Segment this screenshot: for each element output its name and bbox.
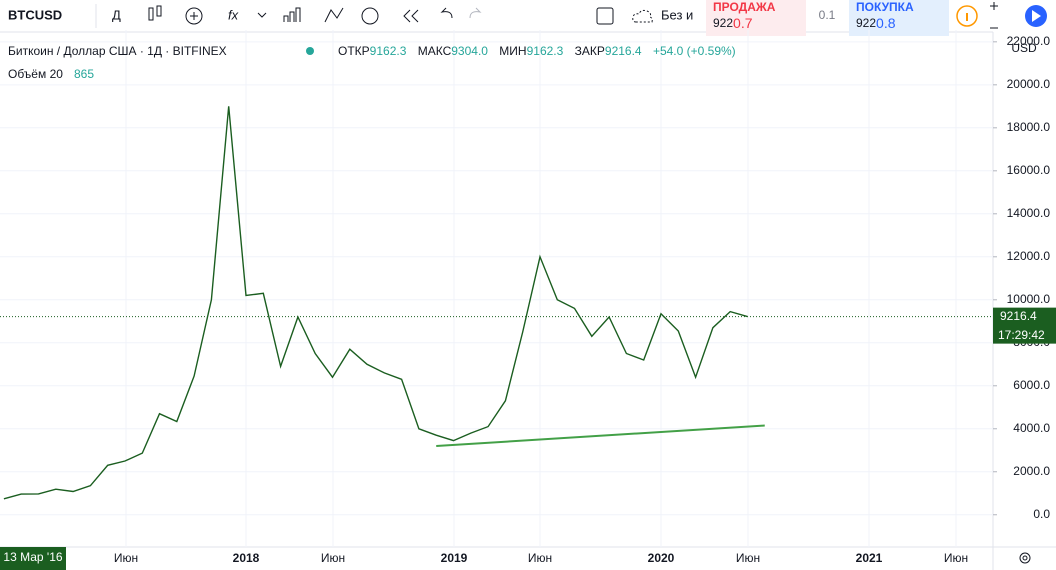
compare-button[interactable] xyxy=(283,7,301,22)
info-button[interactable] xyxy=(956,5,978,27)
play-icon xyxy=(1032,10,1041,22)
last-price-box xyxy=(993,307,1056,344)
cloud-icon xyxy=(632,9,653,23)
last-price: 9216.4 xyxy=(1000,309,1037,323)
symbol[interactable]: BTCUSD xyxy=(8,7,62,22)
y-tick-label: 2000.0 xyxy=(1013,464,1050,478)
close-label: ЗАКР xyxy=(575,44,605,58)
time-label: Июн xyxy=(114,551,138,565)
templates-button[interactable] xyxy=(324,7,344,23)
time-label: Июн xyxy=(321,551,345,565)
y-tick-label: 4000.0 xyxy=(1013,421,1050,435)
sell-price: 9220.7 xyxy=(713,15,753,31)
y-tick-label: 12000.0 xyxy=(1007,249,1051,263)
ohlc: ОТКР9162.3 МАКС9304.0 МИН9162.3 ЗАКР9216… xyxy=(338,44,736,58)
time-label: 2019 xyxy=(441,551,468,565)
open: 9162.3 xyxy=(370,44,407,58)
y-tick-label: 0.0 xyxy=(1033,507,1050,521)
buy-box[interactable] xyxy=(849,0,949,36)
legend-title: Биткоин / Доллар США · 1Д · BITFINEX xyxy=(8,44,227,58)
cursor-date: 13 Мар '16 xyxy=(3,550,62,564)
time-label: 2018 xyxy=(233,551,260,565)
y-tick-label: 20000.0 xyxy=(1007,77,1051,91)
fx-button[interactable]: fx xyxy=(228,7,239,22)
volume-value: 865 xyxy=(74,67,94,81)
style-label[interactable]: Без и xyxy=(661,7,693,22)
sell-box[interactable] xyxy=(706,0,806,36)
open-label: ОТКР xyxy=(338,44,370,58)
y-tick-label: 22000.0 xyxy=(1007,34,1051,48)
undo-button[interactable] xyxy=(440,7,453,19)
low-label: МИН xyxy=(499,44,526,58)
interval-button[interactable]: Д xyxy=(112,7,121,22)
y-tick-label: 6000.0 xyxy=(1013,378,1050,392)
settings-button[interactable] xyxy=(1019,552,1031,564)
redo-button[interactable] xyxy=(469,7,482,19)
sell-price-accent: 0.7 xyxy=(733,15,753,31)
countdown: 17:29:42 xyxy=(998,328,1045,342)
status-dot xyxy=(306,47,314,55)
high-label: МАКС xyxy=(418,44,452,58)
replay-button[interactable] xyxy=(403,9,419,23)
buy-price: 9220.8 xyxy=(856,15,896,31)
high: 9304.0 xyxy=(451,44,488,58)
spread: 0.1 xyxy=(819,8,836,22)
y-tick-label: 18000.0 xyxy=(1007,120,1051,134)
sell-label: ПРОДАЖА xyxy=(713,0,776,14)
time-label: Июн xyxy=(528,551,552,565)
change: +54.0 (+0.59%) xyxy=(653,44,736,58)
low: 9162.3 xyxy=(527,44,564,58)
candle-style-button[interactable] xyxy=(148,5,162,21)
price-line xyxy=(3,106,748,500)
grid xyxy=(0,30,993,547)
time-label: Июн xyxy=(736,551,760,565)
buy-price-accent: 0.8 xyxy=(876,15,896,31)
close: 9216.4 xyxy=(605,44,642,58)
y-tick-label: 10000.0 xyxy=(1007,292,1051,306)
buy-label: ПОКУПКА xyxy=(856,0,914,14)
dropdown[interactable] xyxy=(257,12,267,18)
y-tick-label: 16000.0 xyxy=(1007,163,1051,177)
sell-price-main: 922 xyxy=(713,16,733,30)
checkbox[interactable] xyxy=(596,7,614,25)
indicators-button[interactable] xyxy=(185,7,203,25)
time-label: 2021 xyxy=(856,551,883,565)
plot xyxy=(0,106,993,500)
currency: USD xyxy=(1011,41,1037,55)
time-label: Июн xyxy=(944,551,968,565)
trend-line xyxy=(436,424,765,447)
time-label: 2020 xyxy=(648,551,675,565)
buy-price-main: 922 xyxy=(856,16,876,30)
y-tick-label: 14000.0 xyxy=(1007,206,1051,220)
alert-button[interactable] xyxy=(361,7,379,25)
zoom-buttons[interactable] xyxy=(990,2,998,29)
volume-label: Объём 20 xyxy=(8,67,63,81)
cursor-date-box xyxy=(0,547,66,570)
